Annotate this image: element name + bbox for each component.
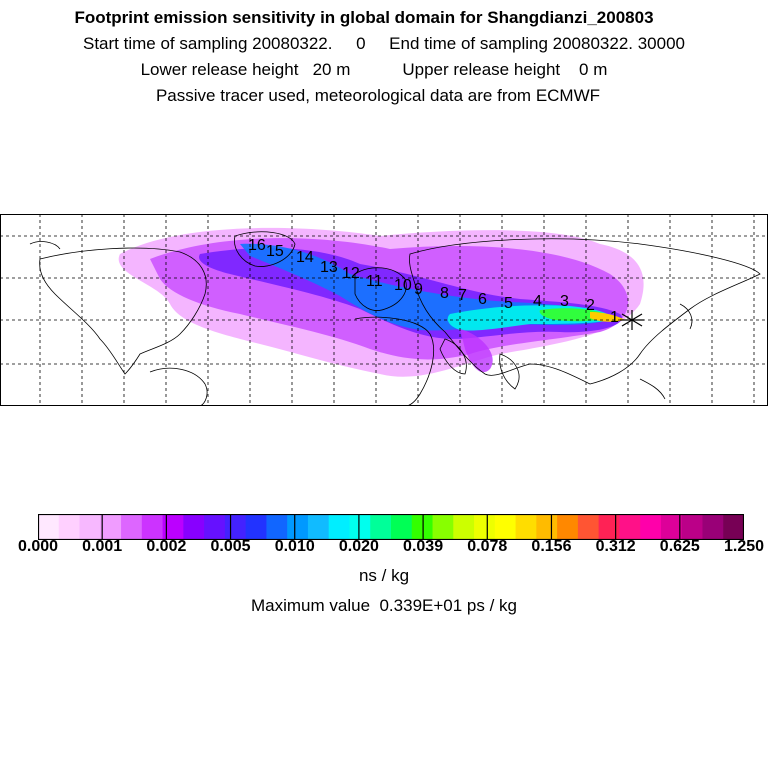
colorbar-cell <box>723 514 744 540</box>
colorbar-tick-label: 0.002 <box>146 538 187 555</box>
colorbar-cell <box>349 514 371 540</box>
trajectory-label-5: 5 <box>504 295 513 312</box>
colorbar-unit: ns / kg <box>358 566 410 585</box>
colorbar-cell <box>453 514 475 540</box>
colorbar-cell <box>515 514 537 540</box>
colorbar-tick-label: 0.005 <box>210 538 251 555</box>
colorbar-cell <box>204 514 226 540</box>
trajectory-label-13: 13 <box>320 259 338 276</box>
trajectory-label-7: 7 <box>458 287 467 304</box>
colorbar-cell <box>121 514 143 540</box>
colorbar-tick-label: 0.020 <box>338 538 379 555</box>
colorbar-tick-lines <box>101 514 681 540</box>
colorbar-frame <box>38 514 744 540</box>
colorbar-cell <box>141 514 164 540</box>
colorbar-cell <box>328 514 351 540</box>
colorbar-cell <box>287 514 309 540</box>
sampling-time-line: Start time of sampling 20080322. 0 End t… <box>83 34 685 53</box>
colorbar-cell <box>536 514 558 540</box>
colorbar-tick-label: 0.625 <box>659 538 700 555</box>
colorbar-cell <box>494 514 517 540</box>
trajectory-label-9: 9 <box>414 281 423 298</box>
trajectory-label-8: 8 <box>440 285 449 302</box>
star-icon <box>620 310 644 330</box>
colorbar <box>38 514 744 540</box>
plume-southasia <box>460 329 493 373</box>
colorbar-cell <box>38 514 60 540</box>
colorbar-tick-label: 0.039 <box>403 538 444 555</box>
trajectory-label-4: 4 <box>533 293 542 310</box>
colorbar-cell <box>307 514 330 540</box>
colorbar-tick-label: 0.312 <box>595 538 636 555</box>
colorbar-cell <box>474 514 496 540</box>
trajectory-label-2: 2 <box>586 297 595 314</box>
colorbar-cell <box>619 514 641 540</box>
colorbar-cell <box>702 514 724 540</box>
colorbar-cell <box>79 514 101 540</box>
plot-title: Footprint emission sensitivity in global… <box>74 8 654 27</box>
colorbar-cell <box>598 514 621 540</box>
trajectory-label-11: 11 <box>366 273 383 290</box>
colorbar-cell <box>432 514 454 540</box>
colorbar-cell <box>224 514 247 540</box>
colorbar-cell <box>58 514 81 540</box>
colorbar-tick-label: 1.250 <box>723 538 765 555</box>
colorbar-tick-label: 0.001 <box>82 538 123 555</box>
colorbar-cell <box>162 514 184 540</box>
trajectory-label-14: 14 <box>296 249 314 266</box>
trajectory-label-16: 16 <box>248 237 266 254</box>
colorbar-cell <box>370 514 392 540</box>
colorbar-cell <box>577 514 600 540</box>
tracer-info-line: Passive tracer used, meteorological data… <box>155 86 601 105</box>
colorbar-cell <box>681 514 704 540</box>
colorbar-tick-label: 0.010 <box>274 538 315 555</box>
colorbar-cell <box>266 514 288 540</box>
colorbar-cells <box>38 514 744 540</box>
colorbar-tick-label: 0.000 <box>17 538 59 555</box>
trajectory-label-3: 3 <box>560 293 569 310</box>
colorbar-cell <box>245 514 268 540</box>
trajectory-label-12: 12 <box>342 265 360 282</box>
colorbar-cell <box>100 514 122 540</box>
colorbar-cell <box>640 514 662 540</box>
trajectory-label-6: 6 <box>478 291 487 308</box>
trajectory-label-15: 15 <box>266 243 284 260</box>
colorbar-tick-label: 0.078 <box>467 538 508 555</box>
plume-layer <box>118 227 644 377</box>
coastlines <box>29 231 761 406</box>
colorbar-cell <box>660 514 683 540</box>
colorbar-cell <box>411 514 434 540</box>
release-height-line: Lower release height 20 m Upper release … <box>140 60 608 79</box>
trajectory-label-10: 10 <box>394 277 412 294</box>
trajectory-label-1: 1 <box>610 309 619 326</box>
colorbar-tick-label: 0.156 <box>531 538 572 555</box>
colorbar-cell <box>391 514 413 540</box>
plume-yellow <box>590 312 625 322</box>
colorbar-cell <box>183 514 205 540</box>
colorbar-cell <box>557 514 579 540</box>
lat-lon-grid <box>0 214 768 406</box>
maximum-value: Maximum value 0.339E+01 ps / kg <box>251 596 517 615</box>
